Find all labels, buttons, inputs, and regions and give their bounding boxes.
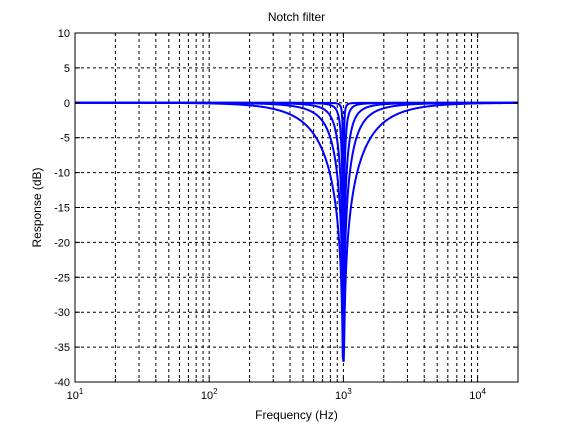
y-tick-label: 5 (64, 63, 70, 75)
x-tick-label: 102 (201, 387, 218, 402)
response-curves (74, 101, 519, 363)
y-tick-label: -35 (54, 342, 70, 354)
response-curve (74, 101, 519, 222)
x-tick-labels: 101 102 103 104 (67, 387, 487, 402)
y-tick-label: -5 (60, 133, 70, 145)
y-axis-label: Response (dB) (30, 167, 44, 247)
axis-ticks (74, 32, 519, 383)
y-tick-labels: 10 5 0 -5 -10 -15 -20 -25 -30 -35 -40 (54, 28, 70, 389)
y-tick-label: -25 (54, 272, 70, 284)
x-axis-label: Frequency (Hz) (255, 408, 338, 422)
x-tick-label: 104 (469, 387, 486, 402)
x-tick-label: 101 (67, 387, 84, 402)
y-tick-label: -30 (54, 307, 70, 319)
y-tick-label: 0 (64, 98, 70, 110)
y-tick-label: -20 (54, 237, 70, 249)
y-tick-label: -40 (54, 377, 70, 389)
y-tick-label: -10 (54, 168, 70, 180)
y-tick-label: 10 (58, 28, 70, 40)
chart-title: Notch filter (268, 10, 325, 24)
x-tick-label: 103 (335, 387, 352, 402)
y-tick-label: -15 (54, 203, 70, 215)
